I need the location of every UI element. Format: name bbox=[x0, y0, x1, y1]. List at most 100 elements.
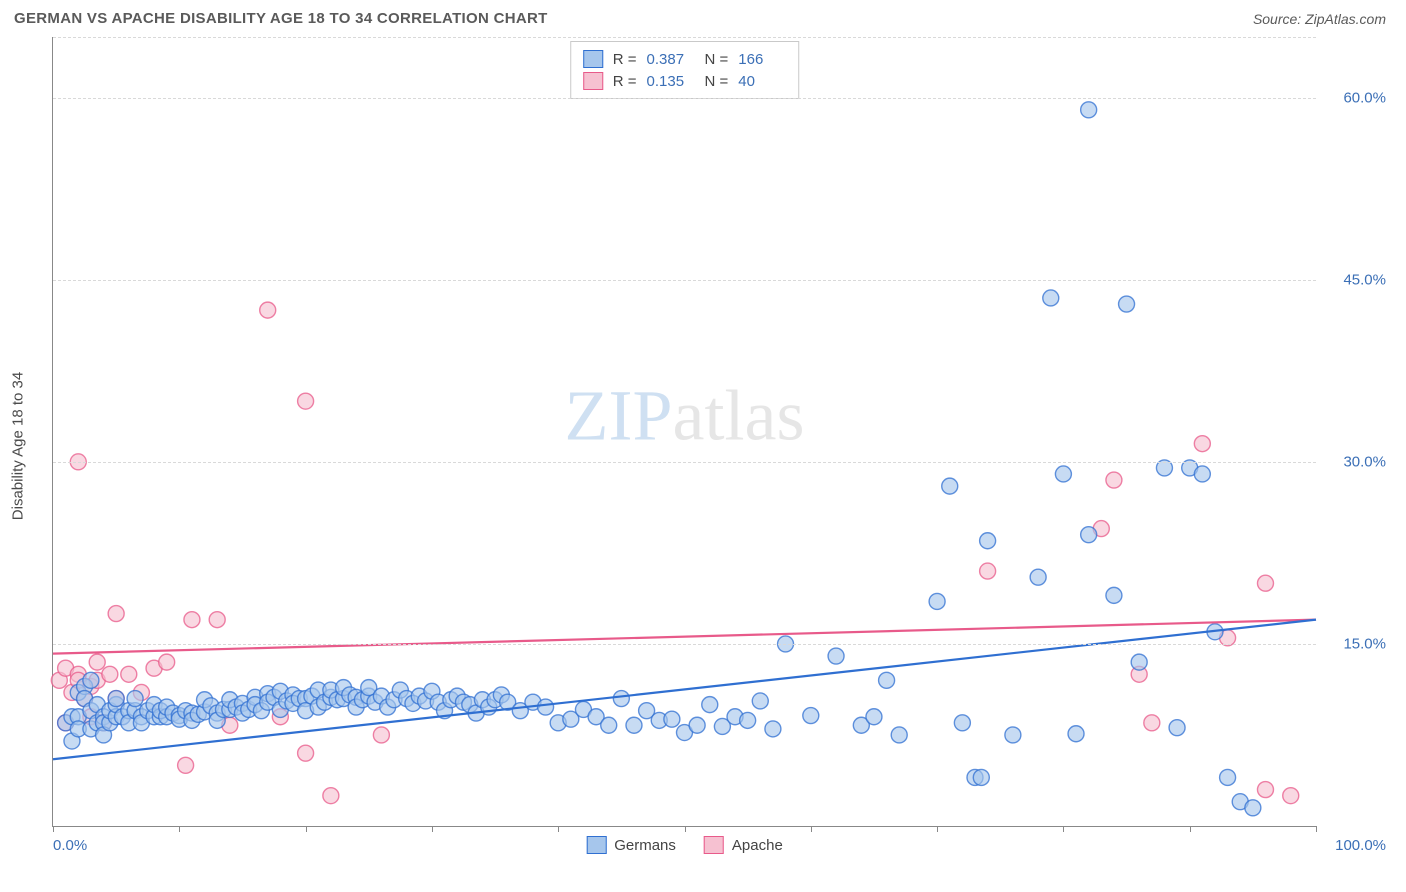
x-tick-label: 100.0% bbox=[1335, 837, 1386, 854]
y-tick-label: 60.0% bbox=[1343, 89, 1386, 106]
data-point bbox=[209, 612, 225, 628]
data-point bbox=[1144, 715, 1160, 731]
data-point bbox=[866, 709, 882, 725]
data-point bbox=[973, 769, 989, 785]
data-point bbox=[102, 666, 118, 682]
legend-label: Apache bbox=[732, 837, 783, 854]
legend-item-germans: Germans bbox=[586, 836, 676, 854]
swatch-germans bbox=[583, 50, 603, 68]
data-point bbox=[1030, 569, 1046, 585]
data-point bbox=[954, 715, 970, 731]
scatter-plot bbox=[53, 37, 1316, 826]
gridline bbox=[53, 280, 1316, 281]
gridline bbox=[53, 37, 1316, 38]
x-tick bbox=[432, 826, 433, 832]
data-point bbox=[298, 745, 314, 761]
gridline bbox=[53, 644, 1316, 645]
data-point bbox=[1106, 587, 1122, 603]
data-point bbox=[740, 712, 756, 728]
r-label: R = bbox=[613, 51, 637, 68]
data-point bbox=[1257, 575, 1273, 591]
data-point bbox=[828, 648, 844, 664]
source-attribution: Source: ZipAtlas.com bbox=[1253, 11, 1386, 27]
y-axis-title: Disability Age 18 to 34 bbox=[10, 372, 27, 520]
x-tick bbox=[1316, 826, 1317, 832]
data-point bbox=[538, 699, 554, 715]
data-point bbox=[159, 654, 175, 670]
data-point bbox=[1081, 102, 1097, 118]
swatch-apache bbox=[583, 72, 603, 90]
data-point bbox=[803, 708, 819, 724]
y-tick-label: 30.0% bbox=[1343, 453, 1386, 470]
y-tick-label: 45.0% bbox=[1343, 271, 1386, 288]
data-point bbox=[942, 478, 958, 494]
x-tick-label: 0.0% bbox=[53, 837, 87, 854]
data-point bbox=[83, 672, 99, 688]
data-point bbox=[108, 606, 124, 622]
data-point bbox=[1068, 726, 1084, 742]
data-point bbox=[323, 788, 339, 804]
data-point bbox=[1257, 782, 1273, 798]
stats-row-apache: R = 0.135 N = 40 bbox=[583, 70, 787, 92]
data-point bbox=[184, 612, 200, 628]
data-point bbox=[879, 672, 895, 688]
x-tick bbox=[179, 826, 180, 832]
data-point bbox=[127, 691, 143, 707]
legend-item-apache: Apache bbox=[704, 836, 783, 854]
data-point bbox=[108, 691, 124, 707]
n-label: N = bbox=[705, 73, 729, 90]
data-point bbox=[1283, 788, 1299, 804]
data-point bbox=[980, 563, 996, 579]
data-point bbox=[929, 593, 945, 609]
data-point bbox=[1119, 296, 1135, 312]
x-tick bbox=[1190, 826, 1191, 832]
stats-legend: R = 0.387 N = 166 R = 0.135 N = 40 bbox=[570, 41, 800, 99]
data-point bbox=[891, 727, 907, 743]
data-point bbox=[702, 697, 718, 713]
data-point bbox=[1131, 654, 1147, 670]
data-point bbox=[765, 721, 781, 737]
series-legend: Germans Apache bbox=[586, 836, 783, 854]
data-point bbox=[1005, 727, 1021, 743]
x-tick bbox=[306, 826, 307, 832]
data-point bbox=[626, 717, 642, 733]
stats-row-germans: R = 0.387 N = 166 bbox=[583, 48, 787, 70]
gridline bbox=[53, 462, 1316, 463]
x-tick bbox=[685, 826, 686, 832]
data-point bbox=[1245, 800, 1261, 816]
r-label: R = bbox=[613, 73, 637, 90]
data-point bbox=[1194, 466, 1210, 482]
data-point bbox=[1169, 720, 1185, 736]
data-point bbox=[121, 666, 137, 682]
correlation-chart: ZIPatlas R = 0.387 N = 166 R = 0.135 N =… bbox=[52, 37, 1316, 827]
data-point bbox=[613, 691, 629, 707]
data-point bbox=[601, 717, 617, 733]
data-point bbox=[1220, 769, 1236, 785]
x-tick bbox=[811, 826, 812, 832]
gridline bbox=[53, 98, 1316, 99]
x-tick bbox=[53, 826, 54, 832]
data-point bbox=[178, 757, 194, 773]
page-title: GERMAN VS APACHE DISABILITY AGE 18 TO 34… bbox=[14, 10, 548, 27]
y-tick-label: 15.0% bbox=[1343, 635, 1386, 652]
data-point bbox=[260, 302, 276, 318]
swatch-germans bbox=[586, 836, 606, 854]
r-value: 0.387 bbox=[647, 51, 695, 68]
legend-label: Germans bbox=[614, 837, 676, 854]
data-point bbox=[1106, 472, 1122, 488]
trend-line bbox=[53, 620, 1316, 654]
data-point bbox=[752, 693, 768, 709]
r-value: 0.135 bbox=[647, 73, 695, 90]
swatch-apache bbox=[704, 836, 724, 854]
data-point bbox=[89, 654, 105, 670]
x-tick bbox=[937, 826, 938, 832]
data-point bbox=[1194, 436, 1210, 452]
n-label: N = bbox=[705, 51, 729, 68]
data-point bbox=[689, 717, 705, 733]
data-point bbox=[664, 711, 680, 727]
data-point bbox=[1043, 290, 1059, 306]
data-point bbox=[298, 393, 314, 409]
n-value: 40 bbox=[738, 73, 786, 90]
n-value: 166 bbox=[738, 51, 786, 68]
x-tick bbox=[1063, 826, 1064, 832]
